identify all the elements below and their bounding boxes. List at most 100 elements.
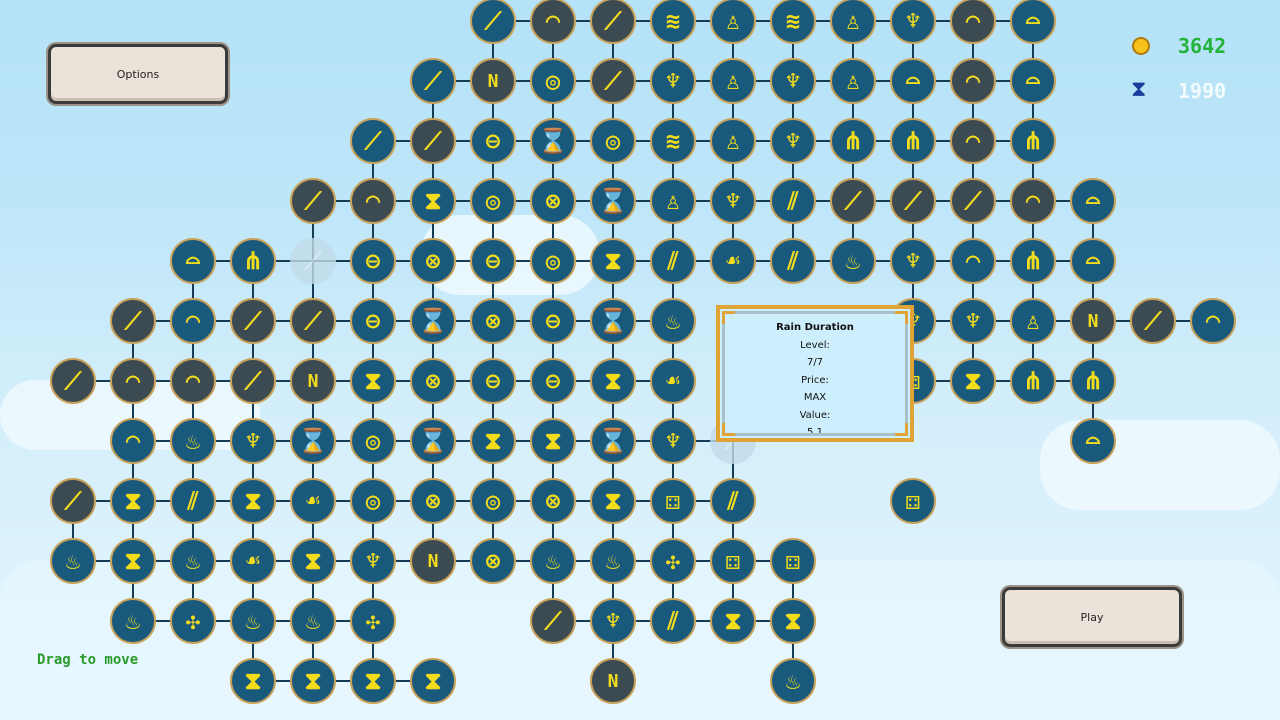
upgrade-node[interactable]: ☙ (710, 238, 756, 284)
upgrade-node[interactable]: ⚃ (770, 538, 816, 584)
upgrade-node[interactable]: ⋔ (1010, 118, 1056, 164)
upgrade-node[interactable]: ◎ (590, 118, 636, 164)
upgrade-node[interactable]: ☙ (230, 538, 276, 584)
upgrade-node[interactable]: ⊖ (530, 358, 576, 404)
upgrade-node[interactable]: ♆ (890, 238, 936, 284)
upgrade-node[interactable]: ⟋ (1130, 298, 1176, 344)
upgrade-node[interactable]: ◠ (950, 0, 996, 44)
upgrade-node[interactable]: ☙ (290, 478, 336, 524)
upgrade-node[interactable]: ⧗ (230, 658, 276, 704)
upgrade-node[interactable]: ♨ (110, 598, 156, 644)
upgrade-node[interactable]: ◠ (530, 0, 576, 44)
upgrade-node[interactable]: ⊖ (470, 238, 516, 284)
upgrade-node[interactable]: ♆ (230, 418, 276, 464)
upgrade-node[interactable]: ⧗ (590, 358, 636, 404)
upgrade-node[interactable]: ⋔ (830, 118, 876, 164)
upgrade-node[interactable]: ⟋ (890, 178, 936, 224)
upgrade-node[interactable]: ⌓ (1010, 0, 1056, 44)
upgrade-node[interactable]: ◠ (170, 358, 216, 404)
upgrade-node[interactable]: ♙ (650, 178, 696, 224)
upgrade-node[interactable]: ⧗ (470, 418, 516, 464)
upgrade-node[interactable]: ♆ (590, 598, 636, 644)
upgrade-node[interactable]: ♆ (650, 418, 696, 464)
upgrade-node[interactable]: ◠ (350, 178, 396, 224)
upgrade-node[interactable]: ♆ (710, 178, 756, 224)
upgrade-node[interactable]: ⟋ (290, 298, 336, 344)
upgrade-node[interactable]: ⚃ (710, 538, 756, 584)
upgrade-node[interactable]: ⧗ (590, 478, 636, 524)
upgrade-node[interactable]: ◠ (1010, 178, 1056, 224)
upgrade-node[interactable]: ⌓ (1010, 58, 1056, 104)
upgrade-node[interactable]: ♨ (830, 238, 876, 284)
upgrade-node[interactable]: ⌛ (590, 298, 636, 344)
upgrade-node[interactable]: ◎ (530, 238, 576, 284)
upgrade-node[interactable]: ◠ (950, 118, 996, 164)
upgrade-node[interactable]: ⌛ (530, 118, 576, 164)
upgrade-node[interactable]: ≋ (650, 0, 696, 44)
upgrade-node[interactable]: ⫽ (650, 598, 696, 644)
upgrade-node[interactable]: ⋔ (1010, 358, 1056, 404)
upgrade-node[interactable]: ⧗ (950, 358, 996, 404)
upgrade-node[interactable]: N (590, 658, 636, 704)
upgrade-node[interactable]: ♙ (710, 118, 756, 164)
upgrade-node[interactable]: N (470, 58, 516, 104)
upgrade-node[interactable]: ⋔ (230, 238, 276, 284)
upgrade-node[interactable]: ⌛ (410, 418, 456, 464)
upgrade-node[interactable]: ⌛ (410, 298, 456, 344)
upgrade-node[interactable]: ⟋ (350, 118, 396, 164)
upgrade-node[interactable]: ⧗ (410, 658, 456, 704)
upgrade-node[interactable]: ♙ (710, 0, 756, 44)
upgrade-node[interactable]: ⊗ (530, 178, 576, 224)
upgrade-node[interactable]: ⧗ (110, 538, 156, 584)
upgrade-node[interactable]: ⫽ (770, 178, 816, 224)
upgrade-node[interactable]: ⚃ (650, 478, 696, 524)
upgrade-node[interactable]: ◎ (350, 478, 396, 524)
upgrade-node[interactable]: ⊗ (410, 358, 456, 404)
upgrade-node[interactable]: ✣ (650, 538, 696, 584)
upgrade-node[interactable]: ⌛ (590, 418, 636, 464)
upgrade-node[interactable]: ♆ (950, 298, 996, 344)
upgrade-node[interactable]: ⧗ (350, 658, 396, 704)
upgrade-node[interactable]: ⧗ (710, 598, 756, 644)
upgrade-node[interactable]: N (290, 358, 336, 404)
upgrade-node[interactable]: ♨ (650, 298, 696, 344)
upgrade-node[interactable]: ◠ (950, 238, 996, 284)
upgrade-node[interactable]: ⧗ (350, 358, 396, 404)
upgrade-node[interactable]: ⊗ (470, 538, 516, 584)
upgrade-node[interactable]: ⫽ (650, 238, 696, 284)
upgrade-node[interactable]: ♨ (290, 598, 336, 644)
upgrade-node[interactable]: ⟋ (290, 178, 336, 224)
upgrade-node[interactable]: ✣ (170, 598, 216, 644)
upgrade-node[interactable]: ⌓ (890, 58, 936, 104)
upgrade-node[interactable]: ⧗ (110, 478, 156, 524)
upgrade-node[interactable]: ⟋ (950, 178, 996, 224)
upgrade-node[interactable]: ⟋ (470, 0, 516, 44)
upgrade-node[interactable]: ◠ (1190, 298, 1236, 344)
upgrade-node[interactable]: ♨ (590, 538, 636, 584)
upgrade-node[interactable]: ♆ (650, 58, 696, 104)
upgrade-node[interactable]: ⊗ (410, 478, 456, 524)
upgrade-node[interactable]: ⊖ (530, 298, 576, 344)
upgrade-node[interactable]: ♨ (170, 538, 216, 584)
upgrade-node[interactable]: ⟋ (830, 178, 876, 224)
upgrade-node[interactable]: ♆ (770, 118, 816, 164)
upgrade-node[interactable]: ⟋ (50, 478, 96, 524)
upgrade-node[interactable]: ⟋ (590, 58, 636, 104)
upgrade-node[interactable]: ⊖ (470, 118, 516, 164)
upgrade-node[interactable]: ⟋ (410, 58, 456, 104)
upgrade-node[interactable]: ⋔ (1010, 238, 1056, 284)
upgrade-node[interactable]: ⋔ (1070, 358, 1116, 404)
upgrade-node[interactable]: ⊗ (410, 238, 456, 284)
upgrade-node[interactable]: ≋ (650, 118, 696, 164)
upgrade-node[interactable]: ♙ (830, 0, 876, 44)
upgrade-node[interactable]: ⊖ (470, 358, 516, 404)
upgrade-node[interactable]: ⧗ (410, 178, 456, 224)
upgrade-node[interactable]: ♆ (890, 0, 936, 44)
play-button[interactable]: Play (1002, 587, 1182, 647)
upgrade-node[interactable]: ⌓ (170, 238, 216, 284)
upgrade-node[interactable]: ♙ (710, 58, 756, 104)
upgrade-node[interactable]: ⊖ (350, 238, 396, 284)
upgrade-node[interactable]: ⫽ (170, 478, 216, 524)
upgrade-node[interactable]: ⧗ (290, 658, 336, 704)
